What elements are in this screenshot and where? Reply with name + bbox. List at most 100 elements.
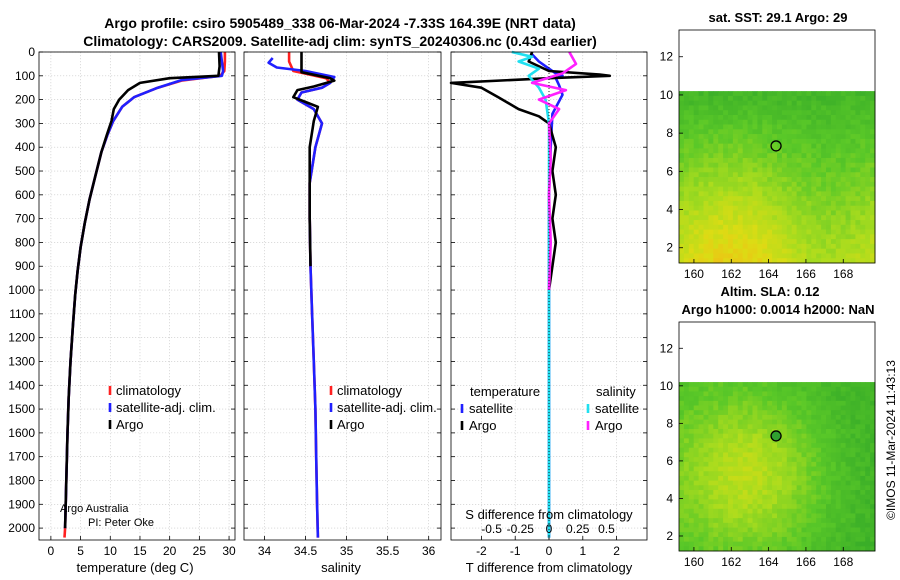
heat-cell [708, 105, 714, 111]
heat-cell [855, 119, 861, 125]
heat-cell [698, 162, 704, 168]
heat-cell [688, 414, 695, 420]
heat-cell [835, 148, 842, 154]
heat-cell [693, 95, 699, 102]
heat-cell [747, 508, 753, 514]
heat-cell [693, 91, 699, 97]
heat-cell [723, 224, 729, 230]
heat-cell [693, 536, 699, 543]
heat-cell [679, 243, 685, 250]
heat-cell [713, 382, 719, 388]
heat-cell [806, 405, 812, 411]
heat-cell [737, 129, 744, 135]
heat-cell [732, 239, 739, 245]
heat-cell [708, 424, 714, 430]
heat-cell [772, 162, 778, 168]
heat-cell [737, 410, 744, 416]
heat-cell [679, 114, 685, 121]
heat-cell [855, 114, 861, 121]
heat-cell [757, 200, 763, 207]
heat-cell [732, 490, 739, 496]
heat-cell [728, 215, 734, 221]
heat-cell [830, 405, 837, 411]
heat-cell [723, 258, 729, 264]
heat-cell [752, 234, 758, 240]
heat-cell [767, 382, 773, 388]
heat-cell [767, 490, 773, 496]
heat-cell [728, 410, 734, 416]
x-tick-label: 25 [193, 544, 207, 558]
heat-cell [786, 234, 793, 240]
heat-cell [683, 138, 690, 145]
map-y-tick-label: 8 [666, 126, 673, 140]
heat-cell [747, 518, 753, 524]
heat-cell [840, 110, 846, 116]
heat-cell [708, 410, 714, 416]
heat-cell [762, 414, 768, 420]
heat-cell [826, 386, 832, 392]
heat-cell [830, 546, 837, 552]
heat-cell [791, 504, 797, 510]
heat-cell [723, 405, 729, 411]
x-tick-label: 35.5 [376, 544, 400, 558]
heat-cell [796, 210, 802, 216]
heat-cell [845, 527, 851, 533]
heat-cell [693, 461, 699, 467]
heat-cell [801, 457, 807, 463]
heat-cell [762, 162, 768, 168]
heat-cell [821, 480, 827, 486]
heat-cell [747, 210, 753, 216]
heat-cell [683, 419, 690, 425]
heat-cell [703, 386, 709, 392]
heat-cell [767, 205, 773, 211]
heat-cell [752, 100, 758, 106]
heat-cell [850, 457, 856, 463]
heat-cell [816, 475, 822, 482]
heat-cell [860, 210, 866, 216]
heat-cell [806, 532, 812, 538]
heat-cell [786, 386, 793, 392]
heat-cell [801, 253, 807, 259]
heat-cell [723, 541, 729, 547]
heat-cell [757, 424, 763, 430]
heat-cell [679, 239, 685, 245]
heat-cell [781, 91, 788, 97]
heat-cell [781, 248, 788, 254]
heat-cell [791, 215, 797, 221]
heat-cell [703, 527, 709, 533]
heat-cell [845, 177, 851, 183]
heat-cell [826, 433, 832, 439]
heat-cell [801, 536, 807, 543]
heat-cell [777, 546, 783, 552]
heat-cell [732, 471, 739, 477]
heat-cell [850, 191, 856, 197]
heat-cell [752, 532, 758, 538]
heat-cell [821, 114, 827, 121]
heat-cell [757, 114, 763, 121]
heat-cell [865, 499, 871, 505]
heat-cell [747, 167, 753, 173]
heat-cell [703, 419, 709, 425]
heat-cell [801, 419, 807, 425]
heat-cell [683, 258, 690, 264]
heat-cell [762, 234, 768, 240]
heat-cell [683, 143, 690, 149]
heat-cell [786, 494, 793, 500]
heat-cell [786, 95, 793, 102]
heat-cell [718, 504, 724, 510]
heat-cell [850, 167, 856, 173]
heat-cell [683, 220, 690, 226]
heat-cell [723, 110, 729, 116]
heat-cell [718, 405, 724, 411]
heat-cell [747, 220, 753, 226]
heat-cell [742, 186, 748, 192]
heat-cell [870, 504, 876, 510]
heat-cell [703, 522, 709, 528]
map-y-tick-label: 6 [666, 454, 673, 468]
heat-cell [781, 229, 788, 235]
heat-cell [806, 504, 812, 510]
heat-cell [786, 110, 793, 116]
heat-cell [786, 541, 793, 547]
heat-cell [777, 148, 783, 154]
